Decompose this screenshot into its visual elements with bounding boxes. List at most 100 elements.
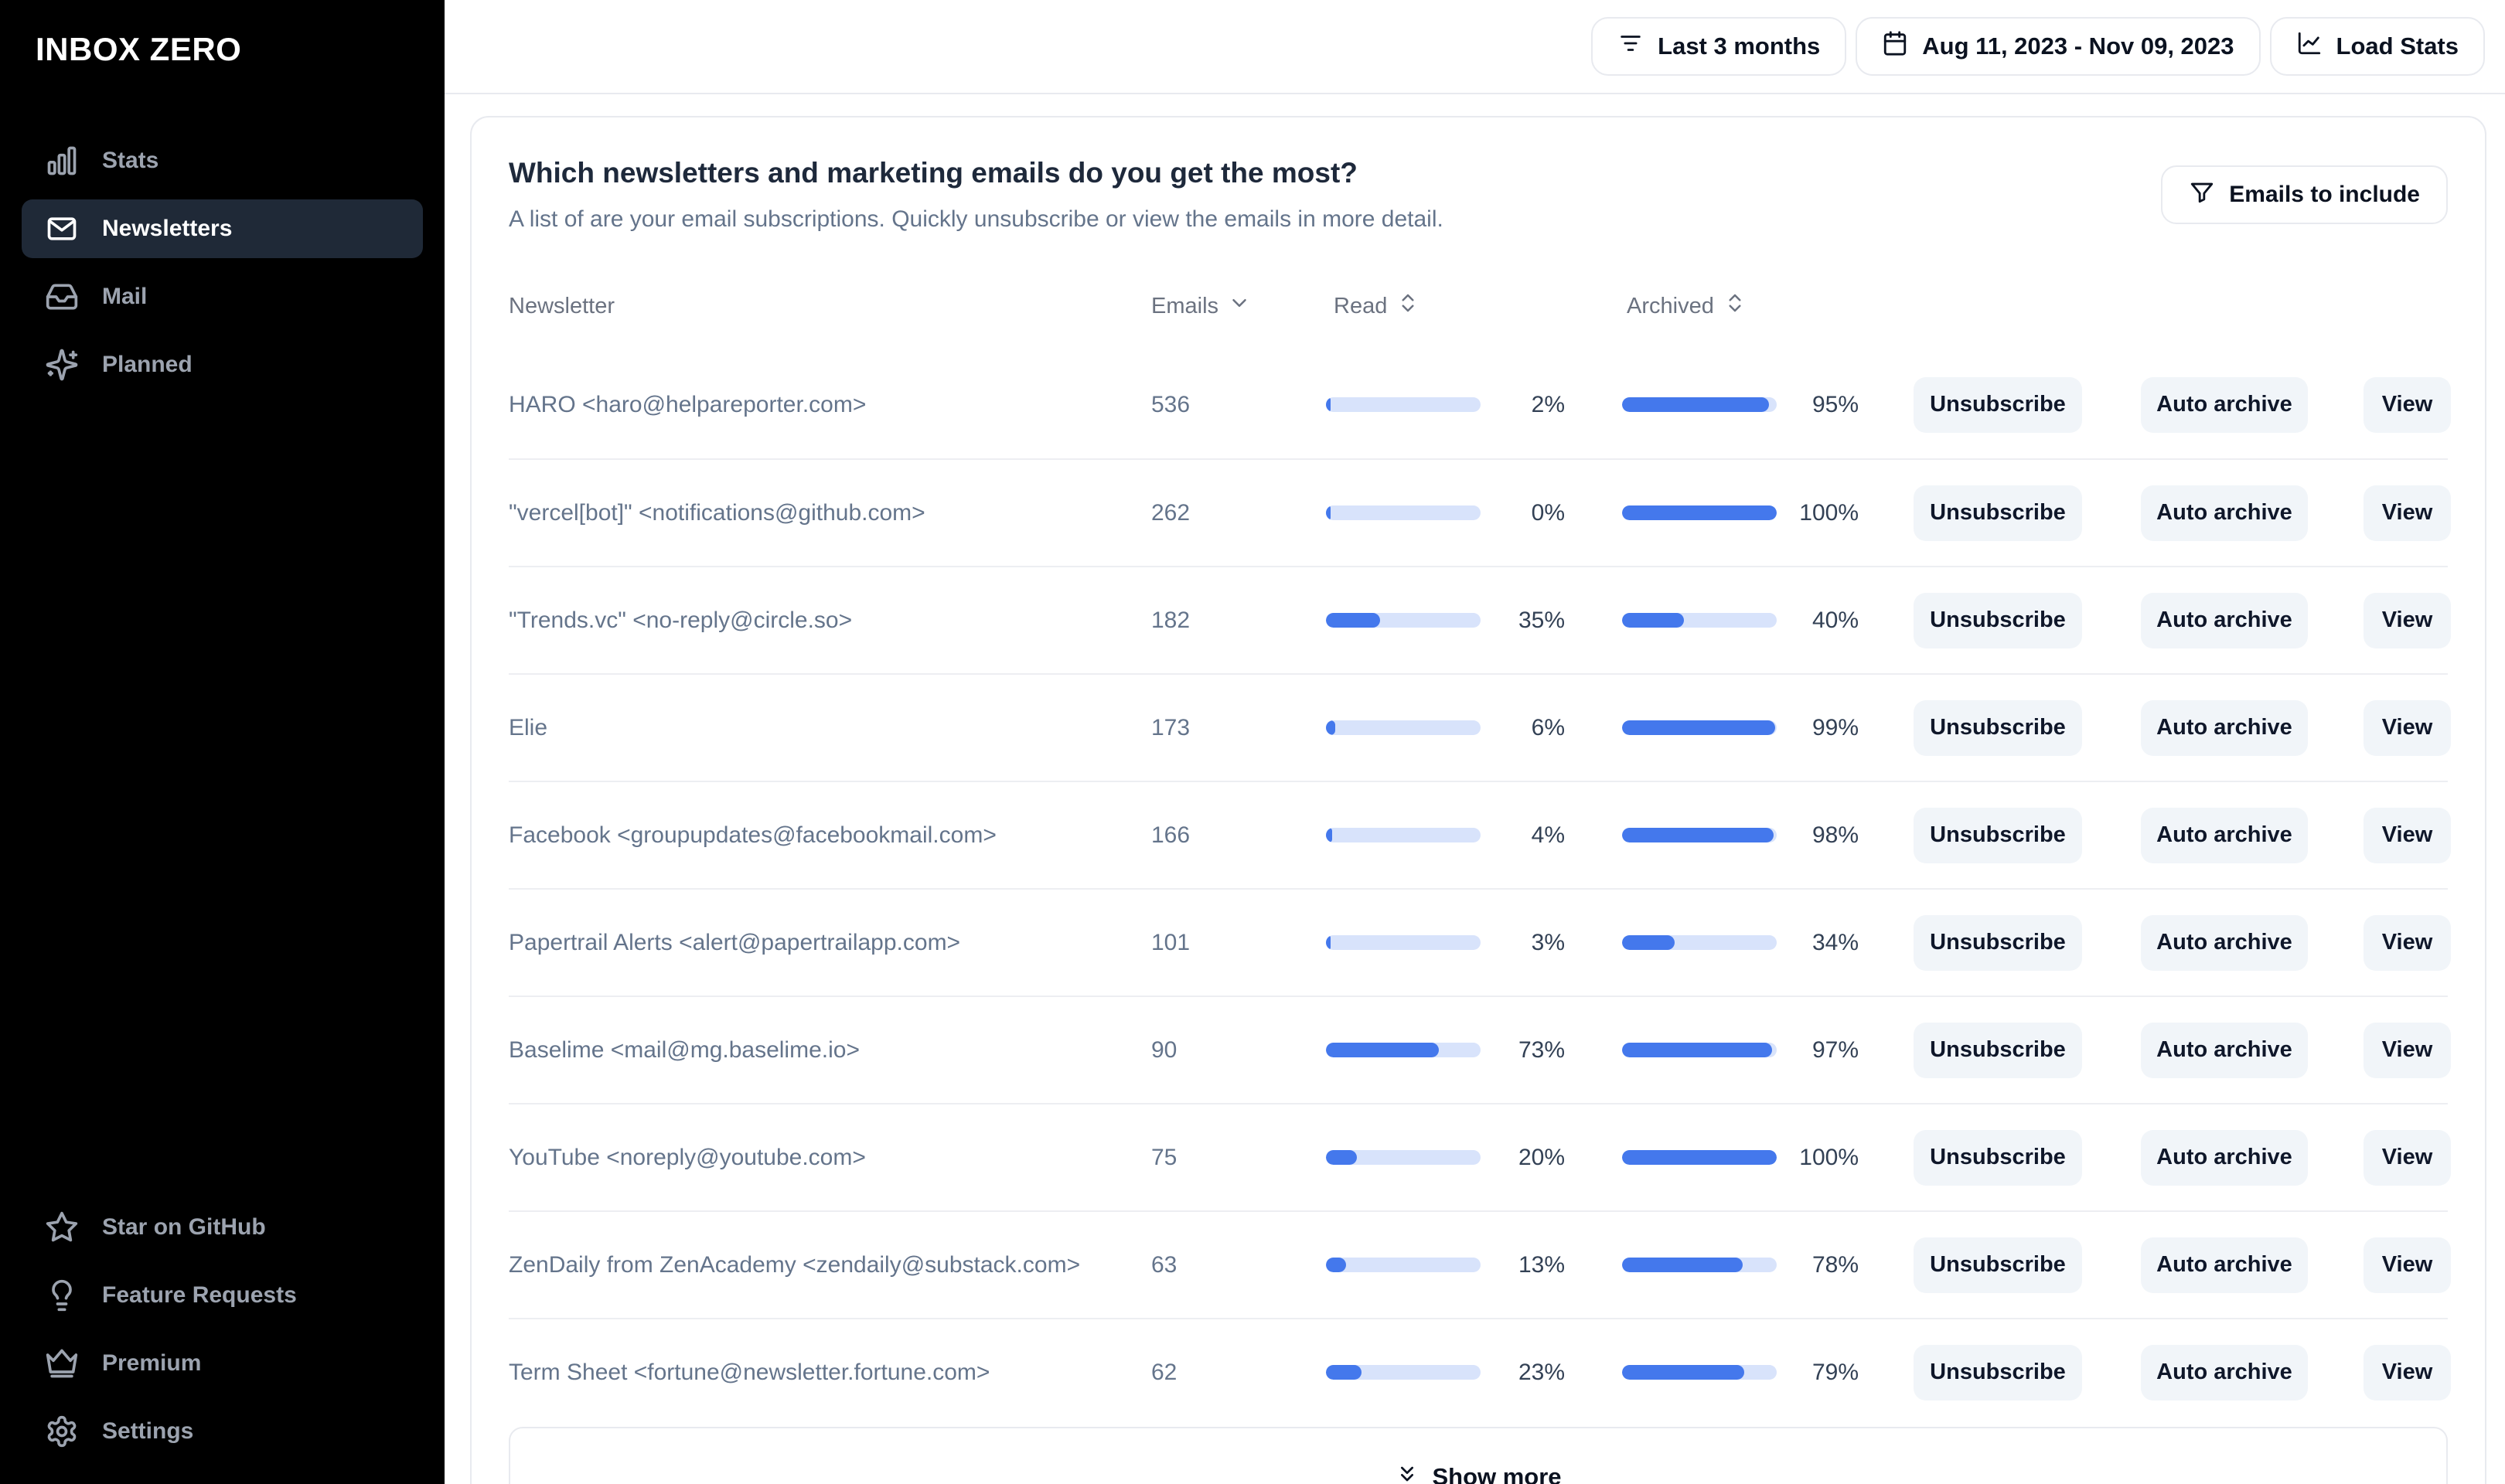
archived-percentage: 100% — [1799, 1144, 1859, 1170]
sidebar-item-star-on-github[interactable]: Star on GitHub — [22, 1198, 423, 1257]
panel-title: Which newsletters and marketing emails d… — [509, 157, 1358, 189]
archived-progress-bar — [1622, 505, 1777, 520]
read-progress-bar — [1326, 505, 1481, 520]
read-percentage: 0% — [1531, 499, 1565, 526]
panel-header: Which newsletters and marketing emails d… — [509, 155, 2448, 235]
table-row: "Trends.vc" <no-reply@circle.so> 182 35%… — [509, 566, 2451, 673]
sidebar-item-newsletters[interactable]: Newsletters — [22, 199, 423, 258]
sidebar-item-label: Mail — [102, 284, 148, 309]
newsletter-name: Elie — [509, 714, 548, 740]
read-progress-bar — [1326, 1043, 1481, 1057]
newsletter-name: "vercel[bot]" <notifications@github.com> — [509, 499, 925, 526]
load-stats-button[interactable]: Load Stats — [2269, 17, 2485, 76]
sidebar-item-label: Settings — [102, 1418, 194, 1444]
emails-count: 166 — [1151, 822, 1191, 848]
column-header-read[interactable]: Read — [1326, 291, 1622, 321]
table-row: "vercel[bot]" <notifications@github.com>… — [509, 458, 2451, 566]
column-header-emails[interactable]: Emails — [1151, 291, 1326, 321]
emails-count: 182 — [1151, 607, 1191, 633]
view-button[interactable]: View — [2364, 1237, 2451, 1293]
table-row: Baselime <mail@mg.baselime.io> 90 73% 97… — [509, 996, 2451, 1103]
auto-archive-button[interactable]: Auto archive — [2141, 1129, 2308, 1186]
archived-percentage: 97% — [1811, 1036, 1859, 1063]
date-range-preset-button[interactable]: Last 3 months — [1591, 17, 1847, 76]
app-logo: INBOX ZERO — [36, 31, 242, 67]
unsubscribe-button[interactable]: Unsubscribe — [1914, 699, 2082, 756]
sidebar-item-planned[interactable]: Planned — [22, 335, 423, 394]
newsletter-name: ZenDaily from ZenAcademy <zendaily@subst… — [509, 1251, 1081, 1278]
table-row: Term Sheet <fortune@newsletter.fortune.c… — [509, 1318, 2451, 1425]
unsubscribe-button[interactable]: Unsubscribe — [1914, 592, 2082, 648]
read-percentage: 4% — [1531, 822, 1565, 848]
unsubscribe-button[interactable]: Unsubscribe — [1914, 1129, 2082, 1186]
unsubscribe-button[interactable]: Unsubscribe — [1914, 914, 2082, 971]
view-button[interactable]: View — [2364, 699, 2451, 756]
read-progress-bar — [1326, 828, 1481, 842]
emails-count: 101 — [1151, 929, 1191, 955]
read-progress-bar — [1326, 1365, 1481, 1380]
archived-progress-bar — [1622, 397, 1777, 412]
sidebar-item-mail[interactable]: Mail — [22, 267, 423, 326]
read-progress-bar — [1326, 1258, 1481, 1272]
show-more-button[interactable]: Show more — [509, 1427, 2448, 1484]
auto-archive-button[interactable]: Auto archive — [2141, 1022, 2308, 1078]
sidebar-main-nav: Stats Newsletters Mail Planned — [0, 131, 445, 394]
read-percentage: 6% — [1531, 714, 1565, 740]
archived-progress-bar — [1622, 1365, 1777, 1380]
sidebar-item-settings[interactable]: Settings — [22, 1402, 423, 1461]
auto-archive-button[interactable]: Auto archive — [2141, 1237, 2308, 1293]
chevrons-up-down-icon — [1396, 291, 1420, 321]
read-progress-bar — [1326, 397, 1481, 412]
view-button[interactable]: View — [2364, 1344, 2451, 1401]
sidebar-item-label: Planned — [102, 352, 193, 377]
page-content: Which newsletters and marketing emails d… — [445, 94, 2505, 1484]
emails-count: 262 — [1151, 499, 1191, 526]
unsubscribe-button[interactable]: Unsubscribe — [1914, 1344, 2082, 1401]
view-button[interactable]: View — [2364, 914, 2451, 971]
sidebar-item-premium[interactable]: Premium — [22, 1334, 423, 1393]
panel-subtitle: A list of are your email subscriptions. … — [509, 206, 1443, 232]
view-button[interactable]: View — [2364, 485, 2451, 541]
auto-archive-button[interactable]: Auto archive — [2141, 807, 2308, 863]
crown-icon — [45, 1346, 79, 1380]
unsubscribe-button[interactable]: Unsubscribe — [1914, 376, 2082, 433]
view-button[interactable]: View — [2364, 376, 2451, 433]
auto-archive-button[interactable]: Auto archive — [2141, 699, 2308, 756]
auto-archive-button[interactable]: Auto archive — [2141, 592, 2308, 648]
unsubscribe-button[interactable]: Unsubscribe — [1914, 485, 2082, 541]
archived-progress-bar — [1622, 613, 1777, 628]
column-header-archived[interactable]: Archived — [1622, 291, 1914, 321]
sidebar-item-feature-requests[interactable]: Feature Requests — [22, 1266, 423, 1325]
read-percentage: 20% — [1518, 1144, 1565, 1170]
read-percentage: 35% — [1518, 607, 1565, 633]
table-row: YouTube <noreply@youtube.com> 75 20% 100… — [509, 1103, 2451, 1210]
archived-progress-bar — [1622, 828, 1777, 842]
unsubscribe-button[interactable]: Unsubscribe — [1914, 807, 2082, 863]
date-range-picker-button[interactable]: Aug 11, 2023 - Nov 09, 2023 — [1856, 17, 2261, 76]
auto-archive-button[interactable]: Auto archive — [2141, 485, 2308, 541]
unsubscribe-button[interactable]: Unsubscribe — [1914, 1237, 2082, 1293]
sidebar-item-label: Star on GitHub — [102, 1214, 266, 1240]
auto-archive-button[interactable]: Auto archive — [2141, 376, 2308, 433]
unsubscribe-button[interactable]: Unsubscribe — [1914, 1022, 2082, 1078]
star-icon — [45, 1210, 79, 1244]
column-header-newsletter: Newsletter — [509, 293, 615, 318]
emails-count: 536 — [1151, 391, 1191, 417]
view-button[interactable]: View — [2364, 1022, 2451, 1078]
sidebar: INBOX ZERO Stats Newsletters Mail Planned S… — [0, 0, 445, 1484]
archived-percentage: 99% — [1811, 714, 1859, 740]
emails-to-include-button[interactable]: Emails to include — [2161, 165, 2448, 224]
read-progress-bar — [1326, 935, 1481, 950]
view-button[interactable]: View — [2364, 592, 2451, 648]
archived-progress-bar — [1622, 935, 1777, 950]
auto-archive-button[interactable]: Auto archive — [2141, 914, 2308, 971]
auto-archive-button[interactable]: Auto archive — [2141, 1344, 2308, 1401]
view-button[interactable]: View — [2364, 1129, 2451, 1186]
read-progress-bar — [1326, 720, 1481, 735]
sidebar-item-stats[interactable]: Stats — [22, 131, 423, 190]
table-row: ZenDaily from ZenAcademy <zendaily@subst… — [509, 1210, 2451, 1318]
table-row: Elie 173 6% 99% Unsubscribe Auto archive… — [509, 673, 2451, 781]
view-button[interactable]: View — [2364, 807, 2451, 863]
archived-percentage: 98% — [1811, 822, 1859, 848]
newsletter-name: Papertrail Alerts <alert@papertrailapp.c… — [509, 929, 961, 955]
